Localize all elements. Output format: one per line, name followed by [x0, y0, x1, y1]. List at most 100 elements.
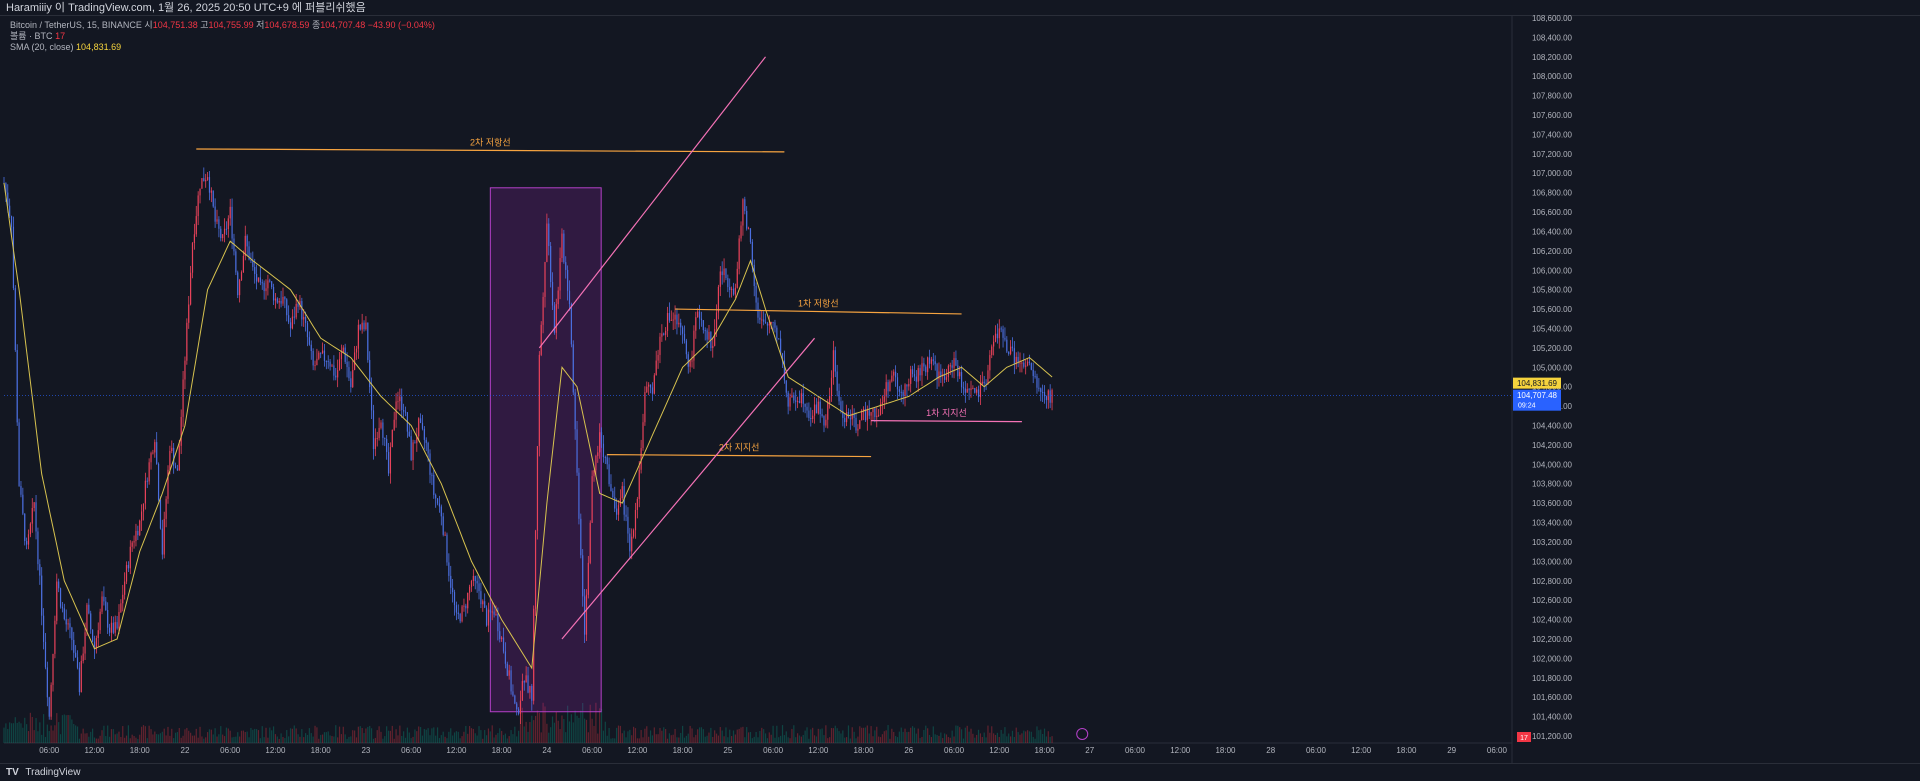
candle: [214, 206, 216, 222]
time-axis[interactable]: 06:00 12:00 18:00 22 06:00 12:00 18:00 23 06:00 1…: [39, 746, 1507, 755]
volume-bar: [310, 733, 312, 743]
volume-bar: [412, 736, 414, 743]
volume-bar: [993, 733, 995, 743]
volume-bar: [493, 737, 495, 743]
symbol-name[interactable]: Bitcoin / TetherUS, 15, BINANCE: [10, 20, 142, 30]
candle: [1021, 362, 1023, 364]
candle: [269, 280, 271, 282]
candle: [1013, 348, 1015, 365]
candle: [932, 359, 934, 362]
candle: [606, 457, 608, 465]
volume-bar: [125, 735, 128, 743]
price-tick-label: 106,800.00: [1532, 189, 1573, 198]
volume-bar: [84, 733, 86, 743]
volume-bar: [876, 726, 878, 743]
candle: [874, 408, 876, 418]
volume-bar: [255, 729, 258, 743]
candle: [44, 641, 47, 668]
volume-bar: [977, 729, 980, 743]
volume-bar: [101, 730, 103, 743]
volume-bar: [472, 728, 474, 743]
volume-bar: [184, 729, 186, 743]
volume-bar: [1042, 734, 1044, 743]
volume-bar: [904, 728, 906, 743]
resistance-1-line[interactable]: [675, 308, 962, 315]
time-tick-label: 18:00: [311, 746, 332, 755]
candle: [830, 377, 833, 396]
volume-bar: [280, 733, 282, 743]
volume-bar: [510, 730, 512, 743]
support-2-line[interactable]: [607, 454, 872, 458]
sma-label[interactable]: SMA (20, close): [10, 42, 74, 52]
candle: [749, 228, 752, 242]
volume-bar: [580, 710, 582, 743]
candle: [574, 392, 576, 430]
volume-bar: [900, 727, 902, 743]
lightning-icon[interactable]: [1076, 728, 1089, 740]
volume-bar: [91, 728, 94, 743]
candle: [484, 601, 486, 608]
candle: [367, 322, 369, 360]
volume-bar: [29, 712, 31, 743]
candle: [747, 228, 750, 230]
candle: [612, 490, 614, 498]
candle: [99, 611, 101, 631]
candle: [840, 401, 842, 411]
volume-bar: [996, 732, 998, 743]
candle: [548, 223, 550, 247]
candle: [306, 322, 309, 338]
volume-bar: [88, 736, 90, 743]
volume-bar: [470, 728, 473, 743]
candle: [150, 453, 152, 463]
time-tick-label: 18:00: [854, 746, 875, 755]
volume-value: 17: [55, 31, 66, 41]
highlight-zone[interactable]: [489, 187, 602, 713]
volume-bar: [665, 728, 667, 743]
volume-bar: [157, 734, 160, 743]
candle: [910, 369, 912, 384]
trend-lower-line[interactable]: [561, 337, 816, 640]
volume-bar: [514, 726, 516, 743]
candle: [1025, 365, 1027, 367]
volume-label[interactable]: 볼륨 · BTC: [10, 31, 53, 41]
candle: [570, 303, 572, 345]
volume-bar: [632, 726, 635, 743]
volume-bar: [521, 707, 523, 743]
price-tick-label: 107,800.00: [1532, 92, 1573, 101]
candle: [7, 192, 9, 206]
bar-countdown: 09:24: [1518, 403, 1536, 410]
resistance-2-line[interactable]: [196, 148, 785, 153]
volume-bar: [793, 725, 795, 743]
candle: [853, 413, 855, 418]
volume-bar: [418, 726, 420, 743]
volume-bar: [408, 732, 410, 743]
support-1-line[interactable]: [871, 420, 1022, 423]
time-tick-label: 06:00: [1487, 746, 1508, 755]
candle: [321, 350, 324, 354]
volume-bar: [54, 725, 56, 743]
volume-bar: [1019, 734, 1021, 743]
volume-bar: [399, 725, 401, 743]
candle: [122, 594, 124, 604]
brand-name: TradingView: [25, 767, 81, 778]
volume-bar: [832, 728, 834, 743]
candle: [361, 322, 363, 330]
price-axis[interactable]: 108,600.00108,400.00108,200.00108,000.00…: [1513, 14, 1573, 742]
volume-bar: [131, 734, 133, 743]
volume-bar: [82, 728, 84, 743]
candle: [129, 546, 131, 569]
time-tick-label: 06:00: [39, 746, 60, 755]
candle: [163, 518, 165, 555]
candle: [259, 277, 261, 283]
candle: [738, 238, 740, 269]
candle: [957, 365, 959, 377]
volume-bar: [913, 727, 916, 743]
candle: [142, 503, 145, 512]
candle: [10, 216, 13, 227]
trend-upper-line[interactable]: [538, 56, 767, 349]
price-tick-label: 106,000.00: [1532, 266, 1573, 275]
volume-bar: [504, 733, 507, 743]
volume-bar: [915, 733, 917, 743]
candle: [1023, 362, 1025, 367]
